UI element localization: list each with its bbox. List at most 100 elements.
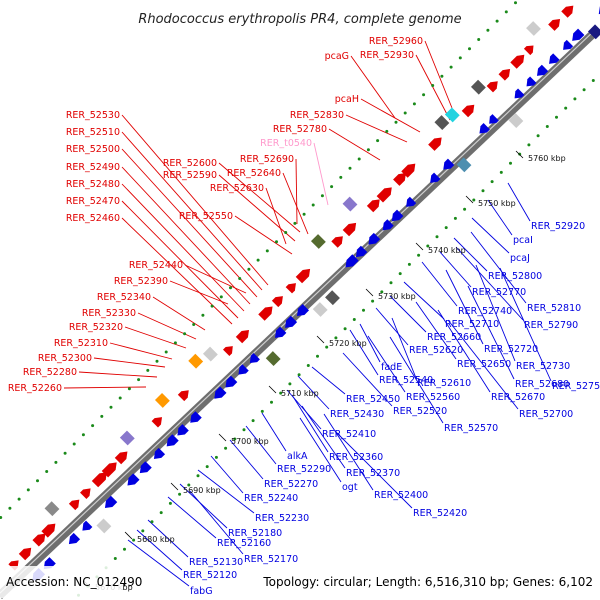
gc-dot	[444, 226, 448, 230]
gene-arrow-shape	[214, 386, 227, 399]
lower-leader	[470, 231, 527, 304]
gene-arrow	[296, 303, 310, 317]
kbp-tick-label: 5690 kbp	[183, 486, 221, 495]
kbp-tick-label: 5680 kbp	[137, 535, 175, 544]
lower-leader	[301, 405, 346, 469]
gene-arrow-shape	[296, 303, 310, 317]
lower-leader	[389, 336, 444, 424]
gene-block	[96, 518, 112, 534]
upper-leader	[109, 342, 173, 360]
gc-dot	[113, 557, 117, 560]
upper-gene-label: RER_52300	[38, 353, 92, 364]
lower-leader	[445, 269, 484, 345]
gene-arrow	[82, 520, 93, 531]
gene-arrow	[127, 473, 140, 486]
gene-arrow	[153, 447, 166, 459]
gc-dot	[192, 323, 196, 326]
gene-arrow-shape	[536, 64, 549, 76]
upper-gene-label: RER_52690	[240, 154, 294, 165]
kbp-tick-label: 5750 kbp	[478, 199, 516, 208]
lower-gene-label: pcaJ	[510, 253, 530, 264]
gene-arrow-shape	[598, 2, 600, 15]
gc-dot	[504, 10, 508, 14]
gc-dot	[472, 198, 476, 202]
lower-gene-label: RER_52720	[484, 344, 538, 355]
gene-arrow	[536, 64, 549, 76]
gc-dot	[17, 497, 21, 501]
gene-arrow	[258, 306, 273, 321]
gc-dot	[293, 221, 297, 225]
lower-gene-label: fadE	[381, 362, 402, 373]
lower-gene-label: RER_52540	[379, 375, 433, 386]
gene-arrow-shape	[177, 424, 189, 436]
gc-dot	[458, 56, 462, 60]
gene-arrow	[498, 69, 511, 81]
gc-dot	[54, 460, 58, 464]
gene-arrow	[355, 245, 368, 258]
lower-gene-label: RER_52430	[330, 409, 384, 420]
gc-dot	[146, 368, 150, 372]
gene-arrow-shape	[563, 39, 574, 50]
gc-dot	[431, 84, 435, 87]
gc-dot	[527, 143, 531, 147]
gene-arrow-shape	[127, 473, 140, 486]
lower-leader	[189, 490, 244, 555]
gene-arrow-shape	[258, 306, 273, 321]
lower-gene-label: RER_52750	[552, 381, 600, 392]
upper-gene-label: RER_52280	[23, 367, 77, 378]
gene-arrow	[510, 54, 525, 69]
upper-leader	[295, 158, 298, 225]
gene-block-shape	[188, 353, 204, 369]
gc-dot	[224, 446, 228, 450]
gene-block-shape	[312, 302, 328, 317]
upper-leader	[184, 264, 247, 294]
gc-dot	[366, 148, 370, 152]
upper-gene-label: pcaH	[335, 94, 359, 105]
upper-gene-label: RER_52470	[66, 196, 120, 207]
gene-block	[470, 79, 486, 95]
gene-block-shape	[119, 430, 135, 446]
lower-leader	[403, 281, 445, 320]
upper-gene-label: RER_52440	[129, 260, 183, 271]
gene-arrow-shape	[166, 434, 179, 447]
gc-dot	[352, 318, 356, 321]
lower-gene-label: RER_52710	[445, 319, 499, 330]
gene-arrow	[382, 219, 394, 231]
gene-arrow	[151, 417, 163, 428]
lower-gene-label: RER_52520	[393, 406, 447, 417]
gc-dot	[440, 74, 444, 78]
gc-dot	[417, 253, 421, 257]
gene-arrow	[331, 236, 343, 248]
kbp-tick-mark	[218, 433, 227, 442]
gc-dot	[389, 281, 393, 285]
lower-leader	[415, 301, 457, 360]
lower-gene-label: RER_52420	[413, 508, 467, 519]
gene-arrow-shape	[479, 123, 490, 134]
gc-dot	[123, 547, 126, 551]
gene-arrow	[368, 232, 381, 245]
gc-dot	[486, 28, 490, 32]
gene-arrow-shape	[41, 523, 56, 538]
gene-arrow	[549, 53, 560, 64]
lower-leader	[323, 413, 374, 491]
gene-block	[456, 157, 472, 173]
lower-leader	[197, 469, 255, 514]
gc-dot	[141, 529, 145, 533]
upper-leader	[137, 312, 197, 340]
upper-gene-label: RER_52340	[97, 292, 151, 303]
gene-arrow-shape	[514, 88, 525, 99]
gene-arrow-shape	[271, 296, 283, 308]
gc-dot	[100, 414, 104, 418]
lower-gene-label: fabG	[190, 586, 213, 597]
upper-leader	[424, 40, 453, 109]
upper-leader	[415, 54, 451, 121]
lower-leader	[499, 267, 552, 382]
gene-arrow	[68, 532, 81, 545]
upper-leader	[234, 215, 293, 255]
gc-dot	[339, 175, 343, 179]
lower-gene-label: RER_52790	[524, 320, 578, 331]
lower-gene-label: RER_52170	[244, 554, 298, 565]
gc-dot	[8, 506, 12, 510]
